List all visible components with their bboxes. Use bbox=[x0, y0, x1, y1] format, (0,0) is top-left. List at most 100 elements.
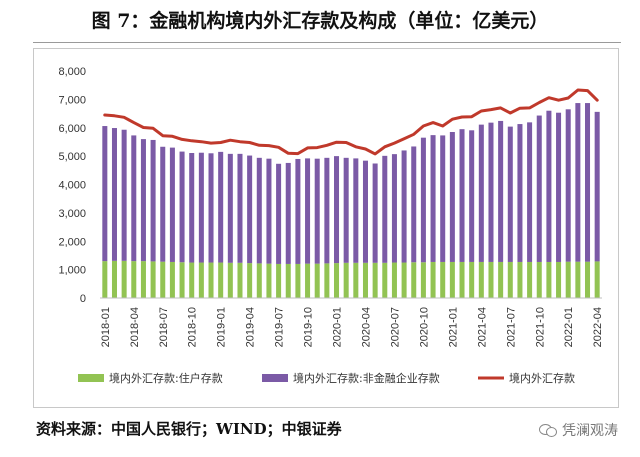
legend-swatch bbox=[78, 374, 104, 382]
x-tick-label: 2021-04 bbox=[476, 307, 488, 347]
y-tick-label: 4,000 bbox=[58, 180, 86, 192]
bar-nonfinancial bbox=[227, 153, 233, 263]
bar-household bbox=[575, 261, 581, 298]
bar-household bbox=[343, 262, 349, 298]
bar-household bbox=[372, 262, 378, 298]
x-tick-label: 2018-07 bbox=[158, 307, 170, 347]
x-tick-label: 2020-04 bbox=[360, 307, 372, 347]
bar-household bbox=[565, 261, 571, 298]
bar-nonfinancial bbox=[102, 126, 108, 262]
bar-nonfinancial bbox=[459, 129, 465, 262]
bar-nonfinancial bbox=[295, 158, 301, 264]
legend-label: 境内外汇存款:住户存款 bbox=[109, 371, 223, 385]
bar-nonfinancial bbox=[237, 153, 243, 263]
bar-nonfinancial bbox=[189, 153, 195, 263]
bar-nonfinancial bbox=[430, 135, 436, 262]
y-tick-label: 1,000 bbox=[58, 265, 86, 277]
bar-household bbox=[256, 263, 262, 298]
x-tick-label: 2020-01 bbox=[332, 307, 344, 347]
x-tick-label: 2020-10 bbox=[418, 307, 430, 347]
bar-household bbox=[111, 260, 117, 298]
bar-nonfinancial bbox=[575, 103, 581, 262]
bar-nonfinancial bbox=[469, 130, 475, 262]
bar-household bbox=[121, 260, 127, 298]
x-tick-label: 2021-01 bbox=[447, 307, 459, 347]
bar-household bbox=[266, 263, 272, 298]
x-tick-label: 2019-01 bbox=[216, 307, 228, 347]
bar-household bbox=[334, 263, 340, 298]
bar-household bbox=[546, 261, 552, 298]
bar-nonfinancial bbox=[218, 151, 224, 263]
x-tick-label: 2022-01 bbox=[563, 307, 575, 347]
bar-household bbox=[507, 261, 513, 298]
bar-household bbox=[218, 262, 224, 298]
bar-nonfinancial bbox=[401, 150, 407, 263]
bar-household bbox=[160, 261, 166, 298]
bar-nonfinancial bbox=[179, 151, 185, 263]
x-tick-label: 2019-04 bbox=[245, 307, 257, 347]
bar-household bbox=[247, 263, 253, 298]
legend-label: 境内外汇存款 bbox=[509, 371, 575, 385]
bar-household bbox=[169, 261, 175, 298]
series-line-total bbox=[103, 88, 599, 156]
bar-nonfinancial bbox=[372, 163, 378, 263]
chart-frame bbox=[33, 48, 619, 408]
source-note: 资料来源：中国人民银行；WIND；中银证券 bbox=[36, 420, 342, 438]
bar-household bbox=[498, 261, 504, 298]
bar-nonfinancial bbox=[256, 157, 262, 264]
bar-nonfinancial bbox=[208, 153, 214, 263]
bar-nonfinancial bbox=[343, 157, 349, 263]
bar-nonfinancial bbox=[507, 126, 513, 262]
bar-household bbox=[585, 261, 591, 298]
bar-household bbox=[208, 262, 214, 298]
bar-nonfinancial bbox=[111, 128, 117, 261]
bar-nonfinancial bbox=[324, 157, 330, 264]
bar-household bbox=[411, 262, 417, 298]
bar-nonfinancial bbox=[266, 158, 272, 264]
bar-nonfinancial bbox=[247, 155, 253, 264]
bar-nonfinancial bbox=[440, 135, 446, 262]
bar-household bbox=[150, 261, 156, 298]
bar-household bbox=[459, 261, 465, 298]
y-tick-label: 8,000 bbox=[58, 66, 86, 78]
legend-swatch bbox=[262, 374, 288, 382]
bar-household bbox=[401, 262, 407, 298]
bar-nonfinancial bbox=[420, 137, 426, 263]
bar-household bbox=[440, 261, 446, 298]
bar-nonfinancial bbox=[488, 122, 494, 262]
y-tick-label: 2,000 bbox=[58, 236, 86, 248]
x-tick-label: 2018-01 bbox=[100, 307, 112, 347]
bar-household bbox=[556, 261, 562, 298]
bar-household bbox=[237, 262, 243, 298]
y-tick-label: 0 bbox=[80, 293, 86, 305]
bar-nonfinancial bbox=[285, 162, 291, 264]
title-divider bbox=[33, 42, 621, 43]
bar-nonfinancial bbox=[391, 154, 397, 263]
bar-nonfinancial bbox=[131, 135, 137, 262]
bar-nonfinancial bbox=[556, 112, 562, 262]
x-tick-label: 2022-04 bbox=[592, 307, 604, 347]
bar-nonfinancial bbox=[314, 158, 320, 264]
y-tick-label: 3,000 bbox=[58, 208, 86, 220]
bar-household bbox=[131, 261, 137, 298]
bar-household bbox=[594, 261, 600, 298]
bar-nonfinancial bbox=[140, 139, 146, 262]
bar-household bbox=[382, 262, 388, 298]
bar-household bbox=[295, 263, 301, 298]
bar-household bbox=[536, 261, 542, 298]
bar-household bbox=[469, 261, 475, 298]
bar-nonfinancial bbox=[160, 146, 166, 262]
y-tick-label: 7,000 bbox=[58, 94, 86, 106]
x-tick-label: 2019-07 bbox=[274, 307, 286, 347]
y-tick-label: 5,000 bbox=[58, 151, 86, 163]
bar-nonfinancial bbox=[478, 124, 484, 262]
bar-household bbox=[305, 263, 311, 298]
x-tick-label: 2021-07 bbox=[505, 307, 517, 347]
bar-nonfinancial bbox=[565, 109, 571, 262]
bar-household bbox=[285, 263, 291, 298]
bar-household bbox=[353, 262, 359, 298]
bar-household bbox=[430, 261, 436, 298]
x-tick-label: 2019-10 bbox=[303, 307, 315, 347]
bar-household bbox=[420, 262, 426, 298]
